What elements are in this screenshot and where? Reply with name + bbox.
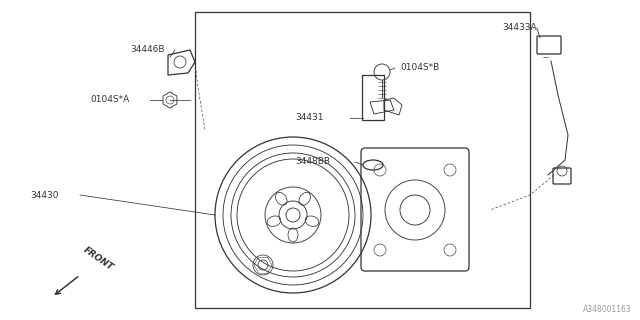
Text: 3448BB: 3448BB xyxy=(295,157,330,166)
Text: 34431: 34431 xyxy=(295,114,323,123)
Text: 34430: 34430 xyxy=(30,190,58,199)
Text: A348001163: A348001163 xyxy=(583,306,632,315)
Text: 0104S*A: 0104S*A xyxy=(90,95,129,105)
Text: 0104S*B: 0104S*B xyxy=(400,63,439,73)
Text: 34446B: 34446B xyxy=(130,45,164,54)
Text: FRONT: FRONT xyxy=(82,245,115,272)
Text: 34433A: 34433A xyxy=(502,23,536,33)
